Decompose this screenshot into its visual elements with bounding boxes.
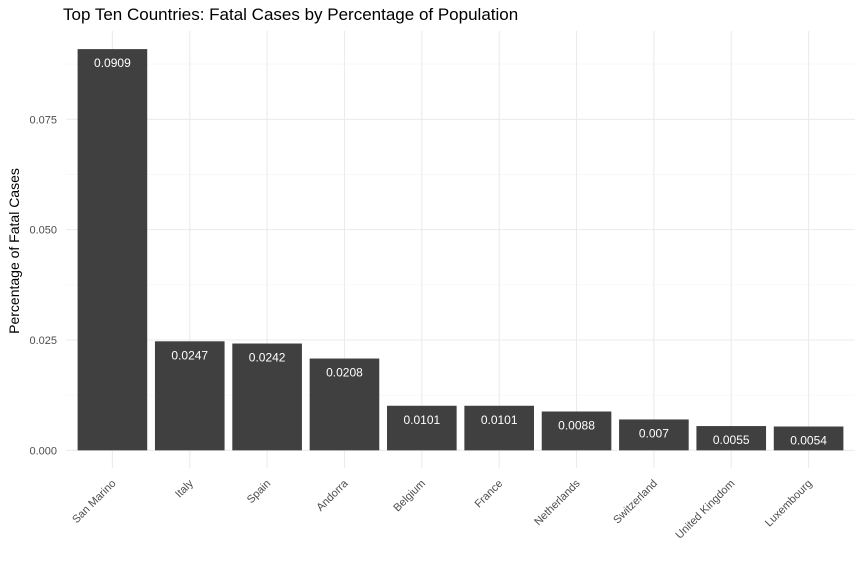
bar-value-label: 0.0101 <box>481 413 518 427</box>
x-tick-label: Spain <box>245 478 273 506</box>
bar-value-label: 0.007 <box>639 426 669 440</box>
chart-title: Top Ten Countries: Fatal Cases by Percen… <box>63 5 519 24</box>
bar <box>541 411 612 451</box>
bar-value-label: 0.0088 <box>558 418 595 432</box>
y-axis-title: Percentage of Fatal Cases <box>6 168 22 334</box>
x-tick-label: Netherlands <box>532 477 583 528</box>
bar <box>464 405 534 451</box>
x-tick-label: Switzerland <box>611 478 660 527</box>
bar-value-label: 0.0101 <box>403 413 440 427</box>
y-tick-label: 0.025 <box>29 335 57 347</box>
bars <box>77 49 844 451</box>
bar <box>773 426 844 451</box>
bar-value-label: 0.0909 <box>94 56 131 70</box>
bar <box>696 426 767 451</box>
bar <box>77 49 148 451</box>
bar-value-label: 0.0054 <box>790 434 827 448</box>
x-tick-label: France <box>473 478 506 511</box>
x-tick-label: Italy <box>173 477 196 500</box>
y-tick-label: 0.050 <box>29 225 57 237</box>
bar <box>232 343 302 451</box>
x-tick-label: United Kingdom <box>674 478 738 542</box>
x-tick-label: Luxembourg <box>763 478 815 530</box>
bar-value-label: 0.0242 <box>249 351 286 365</box>
x-tick-label: Belgium <box>391 478 428 515</box>
bar-value-label: 0.0247 <box>171 348 208 362</box>
bar-value-labels: 0.0909 0.0247 0.0242 0.0208 0.0101 0.0101 0.00… <box>94 56 827 447</box>
bar <box>309 358 380 451</box>
y-tick-label: 0.000 <box>29 445 57 457</box>
bar <box>387 405 457 451</box>
bar <box>154 341 225 451</box>
x-tick-label: Andorra <box>314 477 351 514</box>
bar-value-label: 0.0055 <box>713 433 750 447</box>
bar-value-label: 0.0208 <box>326 366 363 380</box>
y-tick-label: 0.075 <box>29 114 57 126</box>
bar <box>619 419 689 451</box>
x-axis-ticks: San Marino Italy Spain Andorra Belgium France… <box>70 477 814 541</box>
y-axis-ticks: 0.000 0.025 0.050 0.075 <box>29 114 57 457</box>
x-tick-label: San Marino <box>70 478 118 526</box>
